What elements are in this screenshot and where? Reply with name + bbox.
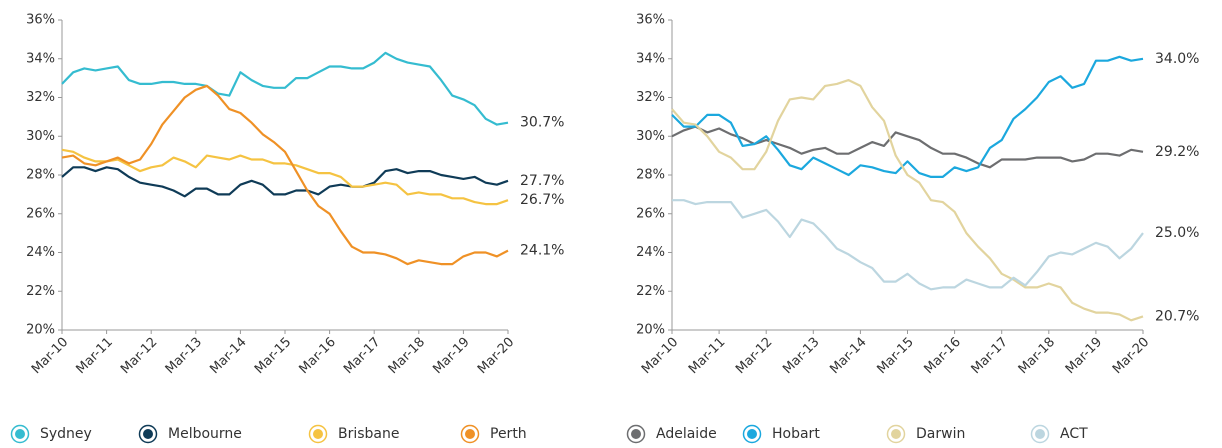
legend-label: Melbourne [168,426,242,442]
end-label: 27.7% [520,173,564,189]
end-label: 34.0% [1155,51,1199,67]
series-line [61,84,509,266]
y-tick-label: 34% [636,51,665,66]
y-tick-label: 26% [636,206,665,221]
x-tick-label: Mar-16 [922,335,964,377]
x-tick-label: Mar-14 [827,335,869,377]
y-tick-label: 22% [636,284,665,299]
x-tick-label: Mar-15 [874,335,916,377]
y-tick-label: 24% [636,245,665,260]
legend-label: ACT [1060,426,1088,442]
y-tick-label: 36% [636,13,665,28]
legend-dot [143,429,153,439]
legend-dot [465,429,475,439]
legend-dot [1035,429,1045,439]
y-tick-label: 22% [26,284,55,299]
y-tick-label: 24% [26,245,55,260]
legend-label: Adelaide [656,426,717,442]
y-tick-label: 34% [26,51,55,66]
y-tick-label: 28% [26,168,55,183]
legend-dot [747,429,757,439]
legend-dot [891,429,901,439]
series-line [671,55,1144,178]
y-tick-label: 20% [26,323,55,338]
x-tick-label: Mar-10 [639,335,681,377]
y-tick-label: 32% [636,90,665,105]
x-tick-label: Mar-15 [252,335,294,377]
end-label: 30.7% [520,115,564,131]
legend-label: Sydney [40,426,92,442]
x-tick-label: Mar-20 [475,335,517,377]
end-label: 25.0% [1155,225,1199,241]
x-tick-label: Mar-11 [686,335,728,377]
end-label: 20.7% [1155,308,1199,324]
x-tick-label: Mar-11 [74,335,116,377]
legend-dot [313,429,323,439]
x-tick-label: Mar-20 [1110,335,1152,377]
end-label: 24.1% [520,243,564,259]
legend-dot [631,429,641,439]
x-tick-label: Mar-13 [780,335,822,377]
x-tick-label: Mar-12 [118,335,160,377]
x-tick-label: Mar-10 [29,335,71,377]
y-tick-label: 30% [636,129,665,144]
series-line [61,148,509,206]
x-tick-label: Mar-14 [207,335,249,377]
series-line [672,199,1144,291]
x-tick-label: Mar-17 [341,335,383,377]
x-tick-label: Mar-18 [1016,335,1058,377]
y-tick-label: 30% [26,129,55,144]
x-tick-label: Mar-19 [1063,335,1105,377]
end-label: 29.2% [1155,144,1199,160]
legend-label: Darwin [916,426,965,442]
x-tick-label: Mar-13 [163,335,205,377]
legend-dot [15,429,25,439]
series-line [61,166,509,198]
x-tick-label: Mar-16 [297,335,339,377]
x-tick-label: Mar-18 [386,335,428,377]
x-tick-label: Mar-19 [430,335,472,377]
y-tick-label: 20% [636,323,665,338]
legend-label: Hobart [772,426,820,442]
y-tick-label: 36% [26,13,55,28]
legend-label: Perth [490,426,527,442]
y-tick-label: 26% [26,206,55,221]
x-tick-label: Mar-17 [969,335,1011,377]
y-tick-label: 28% [636,168,665,183]
series-line [671,125,1144,169]
series-line [671,79,1144,322]
y-tick-label: 32% [26,90,55,105]
end-label: 26.7% [520,192,564,208]
legend-label: Brisbane [338,426,400,442]
series-line [61,51,509,126]
x-tick-label: Mar-12 [733,335,775,377]
